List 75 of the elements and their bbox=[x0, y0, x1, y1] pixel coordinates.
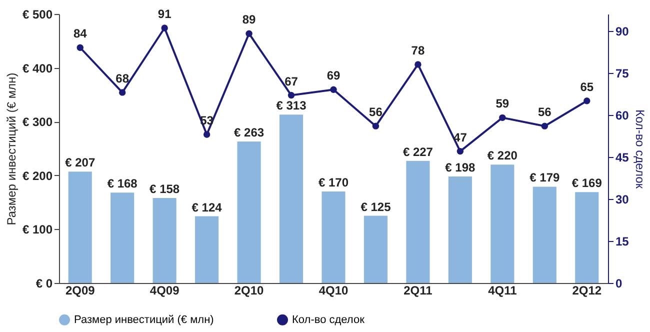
y2-tick-label: 90 bbox=[616, 24, 630, 38]
x-tick-label: 2Q09 bbox=[65, 284, 96, 298]
y-tick-label: € 400 bbox=[22, 61, 53, 76]
x-tick-label: 2Q10 bbox=[234, 284, 264, 298]
legend-label: Размер инвестиций (€ млн) bbox=[74, 314, 214, 326]
point bbox=[161, 24, 168, 32]
point bbox=[118, 89, 126, 96]
x-tick-label: 2Q11 bbox=[404, 284, 433, 298]
point bbox=[456, 148, 464, 155]
bar bbox=[195, 216, 219, 283]
y2-tick-label: 30 bbox=[616, 192, 630, 206]
data-label: € 125 bbox=[360, 200, 392, 214]
data-label: € 198 bbox=[445, 160, 476, 174]
bar bbox=[406, 160, 430, 283]
data-label: 68 bbox=[116, 71, 130, 86]
bar bbox=[448, 176, 472, 283]
point bbox=[288, 92, 295, 99]
y2-tick-label: 75 bbox=[616, 66, 630, 80]
point bbox=[541, 122, 548, 130]
data-label: € 263 bbox=[234, 126, 264, 140]
bar bbox=[490, 164, 514, 283]
bar bbox=[532, 186, 556, 283]
data-label: 78 bbox=[411, 43, 425, 58]
data-label: € 169 bbox=[572, 176, 602, 190]
data-label: € 220 bbox=[487, 148, 518, 163]
y-tick-label: € 500 bbox=[22, 8, 53, 22]
point bbox=[76, 44, 84, 51]
data-label: 65 bbox=[580, 80, 594, 94]
y-tick-label: € 200 bbox=[22, 168, 53, 183]
data-label: € 179 bbox=[530, 170, 560, 185]
bar bbox=[364, 216, 388, 283]
data-label: 56 bbox=[538, 105, 552, 120]
data-label: 84 bbox=[73, 26, 88, 41]
point bbox=[499, 114, 506, 122]
data-label: € 168 bbox=[107, 176, 138, 191]
point bbox=[372, 122, 380, 130]
y-axis-title: Размер инвестиций (€ млн) bbox=[4, 72, 18, 226]
legend-label: Кол-во сделок bbox=[292, 314, 365, 326]
data-label: € 207 bbox=[65, 156, 96, 170]
x-tick-label: 4Q11 bbox=[488, 284, 518, 298]
y-tick-label: € 0 bbox=[36, 276, 53, 290]
data-label: € 124 bbox=[192, 200, 222, 214]
bar bbox=[152, 198, 176, 283]
data-label: 59 bbox=[496, 96, 510, 111]
data-label: 67 bbox=[284, 74, 298, 88]
point bbox=[203, 131, 210, 138]
bar bbox=[279, 114, 304, 283]
bar bbox=[237, 142, 261, 283]
data-label: 47 bbox=[454, 130, 468, 144]
data-label: 91 bbox=[158, 7, 172, 22]
y2-tick-label: 0 bbox=[616, 276, 622, 290]
y2-tick-label: 15 bbox=[616, 234, 630, 248]
data-label: € 313 bbox=[276, 98, 307, 113]
point bbox=[330, 86, 337, 94]
data-label: € 158 bbox=[150, 182, 180, 196]
data-label: 89 bbox=[242, 12, 256, 27]
x-tick-label: 2Q12 bbox=[572, 284, 602, 298]
y2-axis-title: Кол-во сделок bbox=[632, 110, 647, 190]
data-label: 56 bbox=[369, 105, 383, 120]
point bbox=[414, 61, 422, 68]
data-label: € 227 bbox=[402, 144, 434, 159]
data-label: € 170 bbox=[318, 176, 349, 190]
data-label: 69 bbox=[326, 68, 340, 83]
bar bbox=[575, 192, 599, 283]
y2-tick-label: 60 bbox=[616, 108, 630, 122]
x-tick-label: 4Q10 bbox=[318, 284, 348, 298]
y-tick-label: € 100 bbox=[22, 222, 53, 237]
point bbox=[246, 30, 252, 37]
bar bbox=[322, 192, 346, 283]
bar bbox=[110, 192, 134, 283]
bar bbox=[68, 172, 92, 283]
y-tick-label: € 300 bbox=[22, 115, 53, 130]
x-tick-label: 4Q09 bbox=[150, 284, 180, 298]
y2-tick-label: 45 bbox=[616, 150, 630, 164]
point bbox=[584, 98, 590, 104]
